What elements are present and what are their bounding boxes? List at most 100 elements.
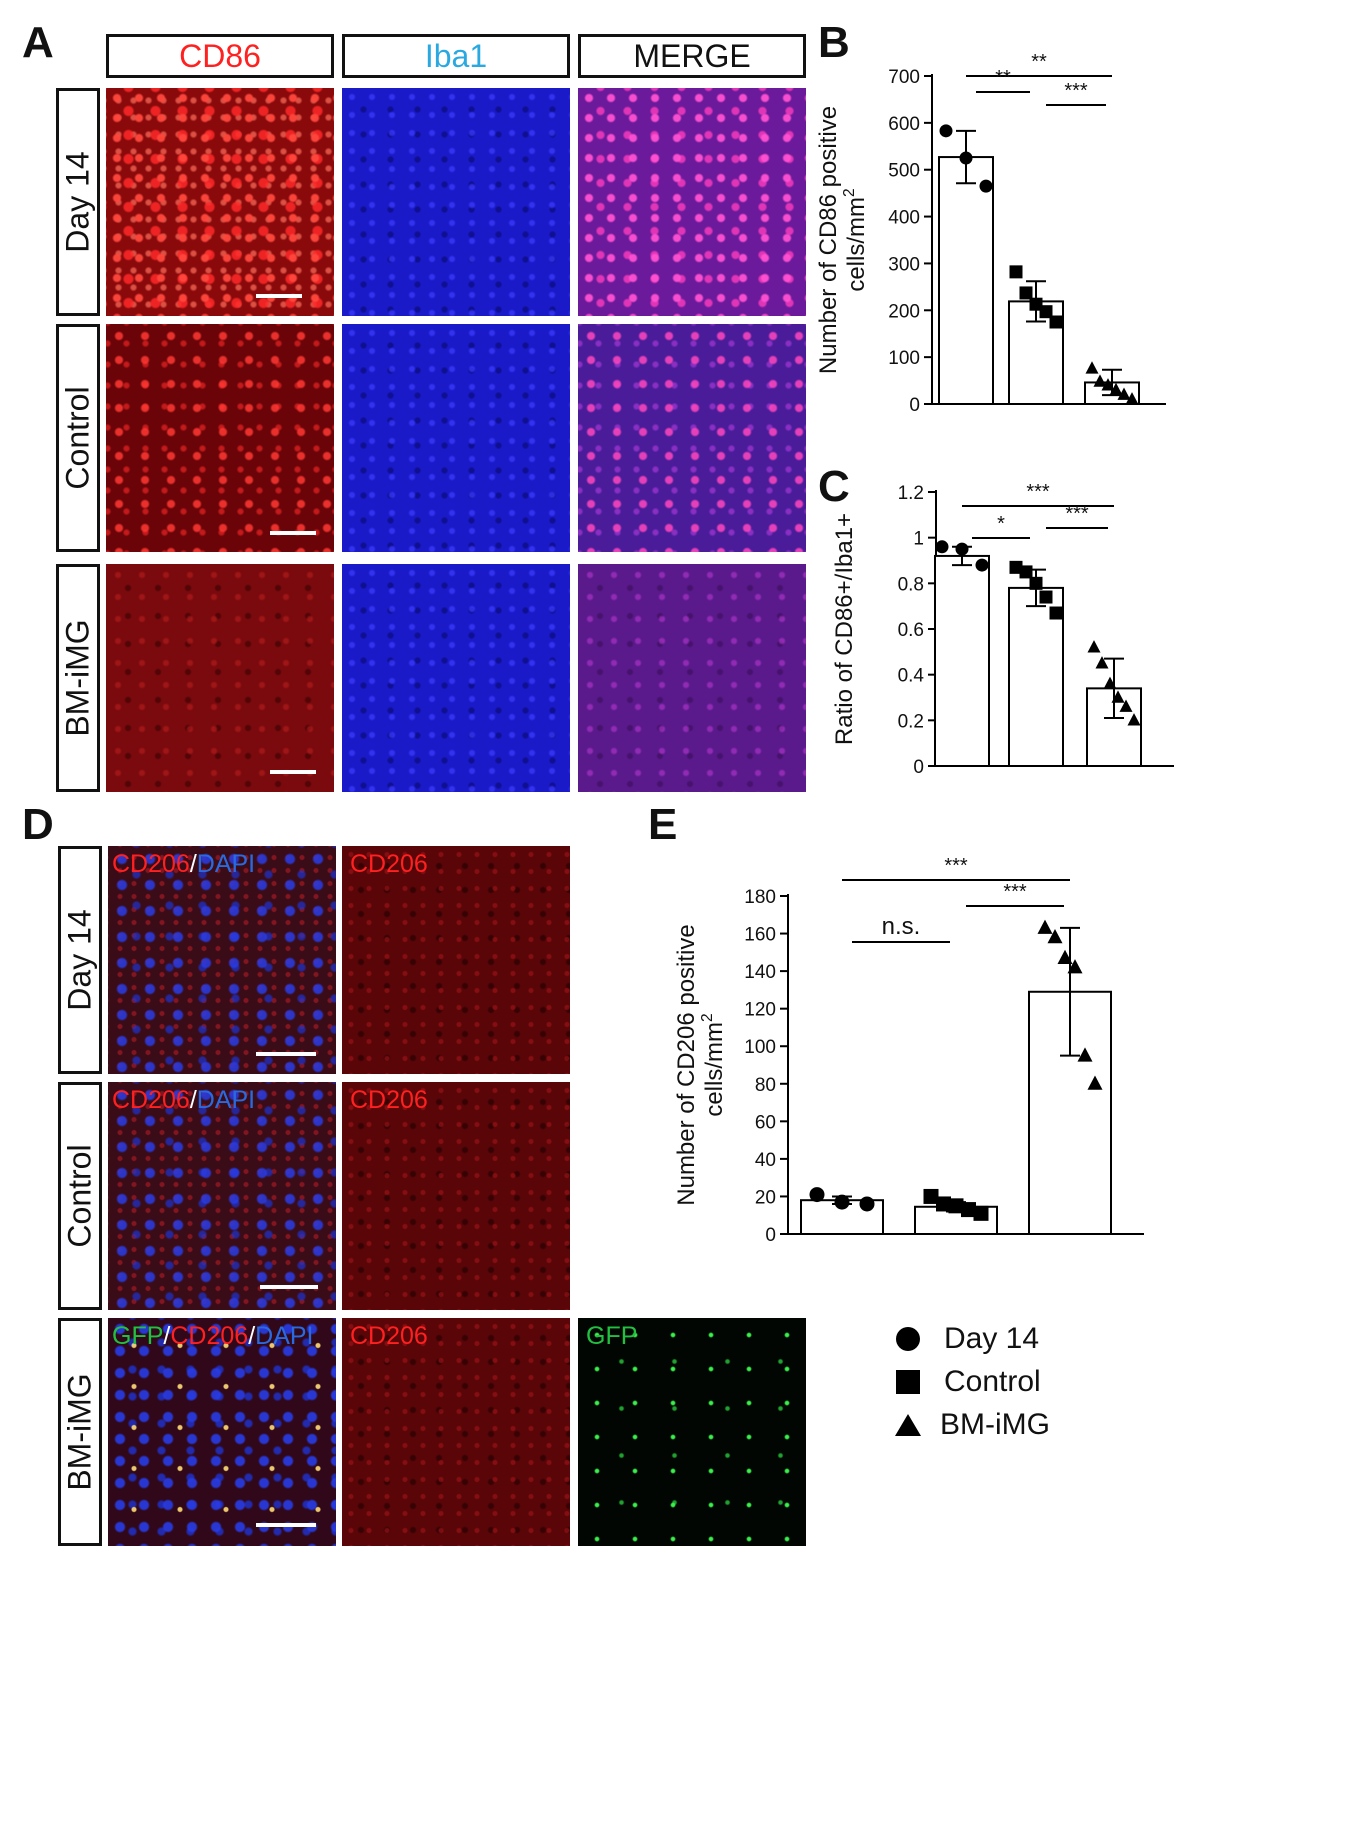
d-image-bmimg-gfp: GFP	[578, 1318, 806, 1546]
significance-label: **	[995, 67, 1011, 89]
a-col-label: Iba1	[424, 37, 488, 74]
data-point	[1009, 560, 1023, 574]
a-col-header-cd86: CD86	[106, 34, 334, 78]
a-image-day14-iba1	[342, 88, 570, 316]
dapi-label: DAPI	[196, 1086, 256, 1114]
a-image-control-iba1	[342, 324, 570, 552]
data-point	[1117, 387, 1131, 400]
significance-label: ***	[1003, 881, 1027, 903]
data-point	[975, 558, 989, 572]
y-tick-label: 20	[755, 1187, 776, 1208]
y-tick-label: 0	[765, 1225, 776, 1246]
data-point	[923, 1188, 939, 1204]
data-point	[859, 1196, 875, 1212]
y-tick-label: 200	[888, 301, 920, 322]
a-col-label: MERGE	[633, 37, 751, 74]
y-tick-label: 1.2	[898, 483, 924, 504]
a-col-header-iba1: Iba1	[342, 34, 570, 78]
data-point	[1111, 690, 1125, 703]
data-point	[1127, 713, 1141, 726]
data-point	[961, 1202, 976, 1218]
y-axis-label-line1: Ratio of CD86+/Iba1+	[831, 513, 858, 745]
significance-label: **	[1031, 51, 1047, 73]
cd206-label: CD206	[112, 850, 190, 878]
data-point	[1087, 640, 1101, 653]
data-point	[1093, 374, 1107, 387]
legend-label-day14: Day 14	[944, 1322, 1040, 1355]
cd206-label: CD206	[170, 1322, 249, 1350]
y-tick-label: 100	[744, 1037, 776, 1058]
data-point	[1101, 378, 1115, 391]
data-point	[1047, 929, 1063, 944]
y-tick-label: 160	[744, 925, 776, 946]
chart-e: 0 20 40 60 80 100 120 140 160 180 Number of CD206 …	[673, 855, 1144, 1246]
cd206-label: CD206	[112, 1086, 190, 1114]
bar	[938, 156, 994, 406]
y-tick-label: 80	[755, 1075, 776, 1096]
y-tick-label: 60	[755, 1112, 776, 1133]
data-point	[1077, 1047, 1093, 1062]
y-axis-label-line1: Number of CD86 positive	[815, 106, 842, 374]
data-point	[939, 124, 953, 138]
a-image-control-cd86	[106, 324, 334, 552]
y-tick-label: 0	[909, 395, 920, 416]
y-tick-label: 600	[888, 114, 920, 135]
y-tick-label: 0	[913, 757, 924, 778]
a-col-label: CD86	[179, 37, 261, 74]
d-row-label-bmimg: BM-iMG	[58, 1318, 102, 1546]
panel-d-letter: D	[22, 800, 54, 849]
data-point	[809, 1187, 825, 1203]
data-point	[1109, 382, 1123, 396]
cd206-label: CD206	[350, 850, 428, 878]
data-point	[1103, 676, 1117, 689]
significance-label: ***	[944, 855, 968, 877]
data-point	[1125, 392, 1139, 405]
gfp-label: GFP	[586, 1322, 638, 1350]
y-axis-label: Number of CD206 positive cells/mm2	[673, 924, 728, 1205]
y-tick-label: 1	[913, 529, 924, 550]
data-point	[973, 1205, 989, 1221]
y-tick-label: 140	[744, 962, 776, 983]
d-image-bmimg-cd206: CD206	[342, 1318, 570, 1546]
legend-markers	[895, 1327, 921, 1436]
data-point	[1085, 361, 1099, 374]
y-tick-label: 0.4	[898, 666, 925, 687]
a-image-bmimg-merge	[578, 564, 806, 792]
y-tick-label: 500	[888, 161, 920, 182]
d-row-label-control: Control	[58, 1082, 102, 1310]
significance-label: ***	[1065, 503, 1089, 525]
a-row-label-bmimg: BM-iMG	[56, 564, 100, 792]
a-row-label-control: Control	[56, 324, 100, 552]
a-image-day14-cd86	[106, 88, 334, 316]
y-tick-label: 100	[888, 348, 920, 369]
a-image-bmimg-cd86	[106, 564, 334, 792]
significance-label: *	[997, 513, 1005, 535]
cd206-label: CD206	[350, 1086, 428, 1114]
y-axis-label-line1: Number of CD206 positive	[673, 924, 700, 1205]
y-axis-label-line2: cells/mm2	[841, 188, 870, 291]
data-point	[959, 151, 973, 165]
cd206-label: CD206	[350, 1322, 428, 1350]
panel-e-letter: E	[648, 800, 678, 849]
y-tick-label: 300	[888, 254, 920, 275]
data-point	[1087, 1075, 1103, 1090]
legend-label-control: Control	[944, 1365, 1041, 1398]
chart-b: 0 100 200 300 400 500 600 700 Number of CD86 pos…	[815, 51, 1166, 416]
data-point	[1049, 606, 1063, 620]
data-point	[955, 542, 969, 556]
y-tick-label: 0.8	[898, 574, 924, 595]
data-point	[1067, 959, 1083, 974]
a-col-header-merge: MERGE	[578, 34, 806, 78]
legend-square-marker	[896, 1370, 920, 1394]
d-image-control-merge: CD206/DAPI	[108, 1082, 336, 1310]
data-point	[1029, 576, 1043, 590]
y-tick-label: 180	[744, 887, 776, 908]
panel-b-letter: B	[818, 18, 850, 67]
legend-circle-marker	[896, 1327, 920, 1351]
data-point	[1037, 919, 1053, 934]
y-axis-label: Number of CD86 positive cells/mm2	[815, 106, 870, 374]
data-point	[936, 1196, 951, 1212]
d-row-label-day14: Day 14	[58, 846, 102, 1074]
a-row-label-day14: Day 14	[56, 88, 100, 316]
